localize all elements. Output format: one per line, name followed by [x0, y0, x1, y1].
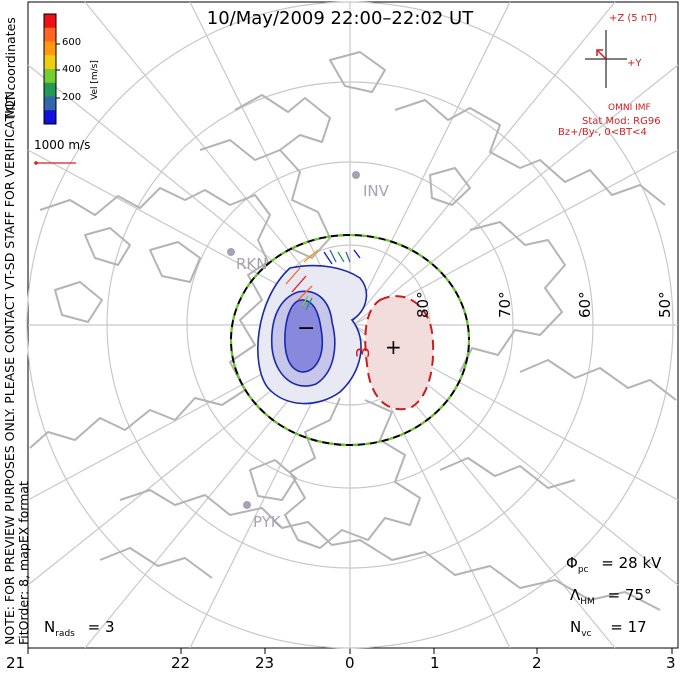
- positive-potential-cell: [364, 295, 435, 411]
- color-bar-segment: [44, 14, 56, 29]
- color-bar-segment: [44, 41, 56, 56]
- mlt-label-23: 23: [255, 654, 275, 672]
- lambda-subscript: HM: [580, 597, 595, 607]
- color-bar-segment: [44, 82, 56, 97]
- scale-vector: [34, 161, 76, 165]
- fit-order-note: FitOrder: 8, mapEX format: [16, 481, 31, 645]
- nvc-symbol: N: [570, 618, 582, 636]
- mlt-label-2: 2: [532, 654, 542, 672]
- legend-tick-600: 600: [62, 37, 82, 48]
- latitude-label-50: 50°: [656, 291, 674, 318]
- mlt-ticks: [27, 648, 673, 654]
- legend-bar-ticks: [56, 43, 60, 99]
- latitude-label-70: 70°: [496, 291, 514, 318]
- velocity-vectors: [285, 249, 361, 311]
- station-markers: [227, 171, 360, 509]
- color-bar-segment: [44, 110, 56, 125]
- rkn-station-marker: [227, 248, 235, 256]
- latitude-label-80: 80°: [414, 291, 432, 318]
- station-label-rkn: RKN: [236, 255, 268, 273]
- mlt-label-1: 1: [430, 654, 440, 672]
- legend-tick-400: 400: [62, 64, 82, 75]
- legend-tick-200: 200: [62, 92, 82, 103]
- phi-symbol: Φ: [566, 554, 578, 572]
- velocity-color-bar: [43, 13, 57, 125]
- color-bar-segment: [44, 27, 56, 42]
- contour-value-label: 3: [353, 346, 375, 359]
- lambda-value: = 75°: [607, 586, 652, 604]
- inv-station-marker: [352, 171, 360, 179]
- coordinates-label: MLT coordinates: [3, 17, 18, 118]
- latitude-label-60: 60°: [576, 291, 594, 318]
- station-label-inv: INV: [363, 182, 389, 200]
- heppner-maynard-boundary: [230, 234, 470, 446]
- negative-potential-cell: [257, 264, 368, 405]
- potential-minimum-marker: −: [297, 316, 316, 341]
- vector-count: Nvc = 17: [570, 618, 647, 639]
- lambda-symbol: Λ: [570, 586, 581, 604]
- stat-model: Stat Mod: RG96: [582, 116, 661, 127]
- phi-value: = 28 kV: [601, 554, 662, 572]
- station-label-pyk: PYK: [253, 513, 281, 531]
- color-bar-segment: [44, 96, 56, 111]
- map-title: 10/May/2009 22:00–22:02 UT: [206, 8, 474, 29]
- mlt-label-22: 22: [171, 654, 191, 672]
- nrads-subscript: rads: [55, 629, 75, 639]
- color-bar-border: [43, 13, 57, 125]
- nvc-subscript: vc: [581, 629, 592, 639]
- nrads-value: = 3: [87, 618, 115, 636]
- scale-vector-label: 1000 m/s: [34, 138, 91, 152]
- color-bar-segment: [44, 55, 56, 70]
- imf-bz-label: +Z (5 nT): [609, 13, 658, 24]
- imf-vector-arrow: [596, 49, 607, 60]
- pyk-station-marker: [243, 501, 251, 509]
- potential-maximum-marker: +: [385, 335, 402, 359]
- preview-note: NOTE: FOR PREVIEW PURPOSES ONLY. PLEASE …: [2, 87, 17, 645]
- legend-axis-label: Vel [m/s]: [90, 60, 100, 100]
- cross-polar-cap-potential: Φpc = 28 kV: [566, 554, 661, 575]
- mlt-label-3: 3: [666, 654, 676, 672]
- mlt-label-21: 21: [6, 654, 26, 672]
- mlt-label-0: 0: [345, 654, 355, 672]
- imf-by-label: +Y: [627, 58, 642, 69]
- phi-subscript: pc: [577, 565, 589, 575]
- imf-condition: Bz+/By-, 0<BT<4: [558, 127, 647, 138]
- coastlines: [29, 51, 677, 611]
- heppner-maynard-latitude: ΛHM = 75°: [570, 586, 652, 607]
- radar-count: Nrads = 3: [44, 618, 115, 639]
- nvc-value: = 17: [610, 618, 647, 636]
- imf-source: OMNI IMF: [608, 103, 651, 113]
- color-bar-segment: [44, 69, 56, 84]
- nrads-symbol: N: [44, 618, 56, 636]
